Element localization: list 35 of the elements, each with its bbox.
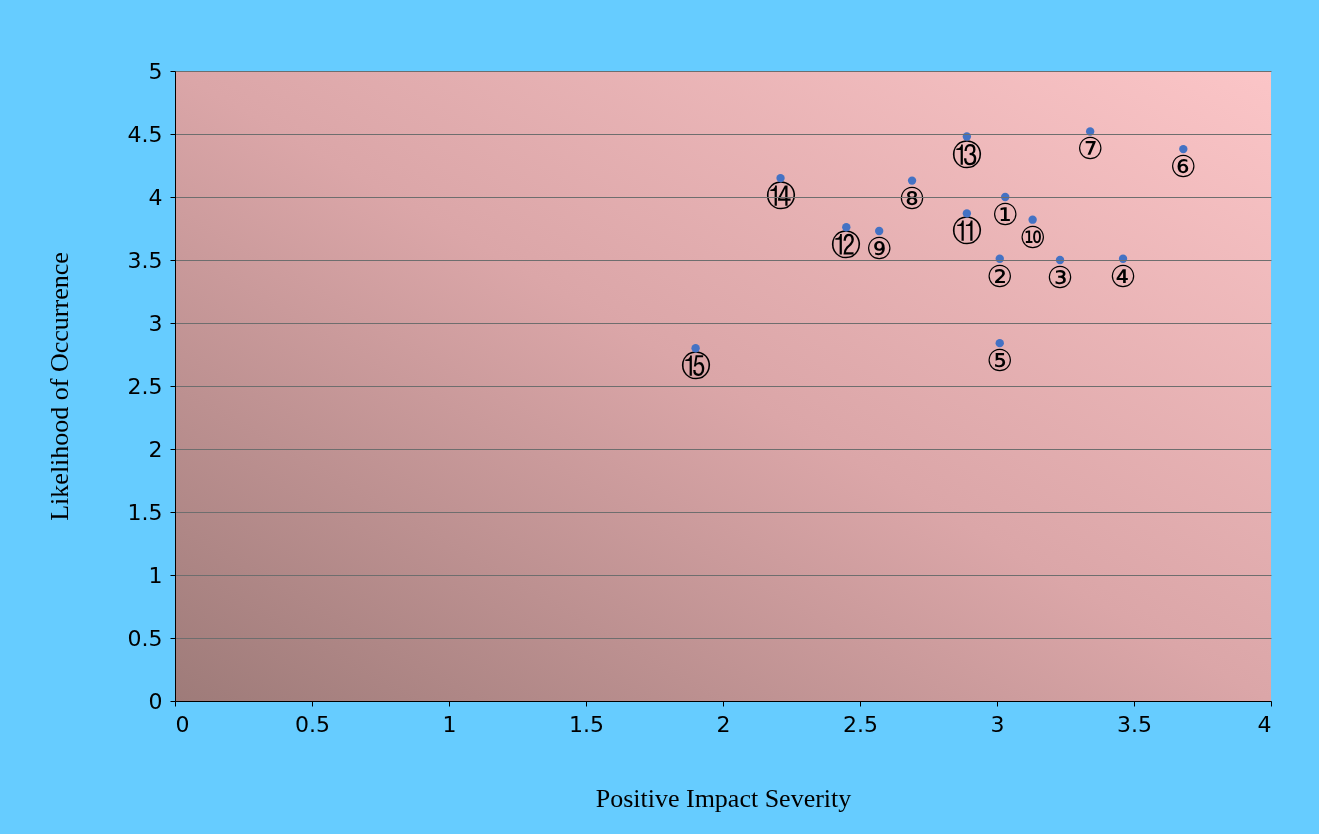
x-axis-title: Positive Impact Severity [595,783,852,813]
y-tick-label: 2.5 [127,373,163,399]
x-tick-label: 2.5 [843,711,878,737]
data-label: ③ [1046,260,1074,295]
data-label: ④ [1109,258,1137,294]
y-tick-label: 5 [148,58,163,84]
x-tick-label: 3 [990,711,1005,737]
y-tick-label: 4 [148,184,163,210]
y-tick-label: 2 [148,436,163,462]
data-label: ⑨ [865,231,893,267]
y-axis-title: Likelihood of Occurrence [44,252,74,521]
x-tick-label: 4 [1257,711,1272,737]
y-tick-label: 0 [148,688,163,714]
y-tick-label: 0.5 [127,625,163,651]
data-label: ② [986,258,1014,294]
data-label: ⑬ [951,136,982,172]
x-tick-label: 1 [442,711,457,737]
y-tick-label: 4.5 [127,121,163,147]
data-label: ⑫ [831,227,862,263]
data-label: ⑩ [1019,219,1047,255]
data-label: ⑮ [680,348,711,384]
y-tick-label: 3.5 [127,247,163,273]
y-tick-label: 1.5 [127,499,163,525]
data-label: ⑤ [986,343,1014,379]
x-tick-label: 3.5 [1117,711,1152,737]
y-tick-label: 3 [148,310,163,336]
x-tick-label: 0 [175,711,190,737]
data-label: ① [991,197,1019,232]
y-tick-label: 1 [148,562,163,588]
data-label: ⑥ [1169,149,1197,185]
data-label: ⑪ [951,213,982,249]
data-label: ⑦ [1076,131,1104,167]
x-tick-label: 0.5 [295,711,330,737]
x-tick-label: 2 [716,711,731,737]
x-tick-label: 1.5 [569,711,604,737]
